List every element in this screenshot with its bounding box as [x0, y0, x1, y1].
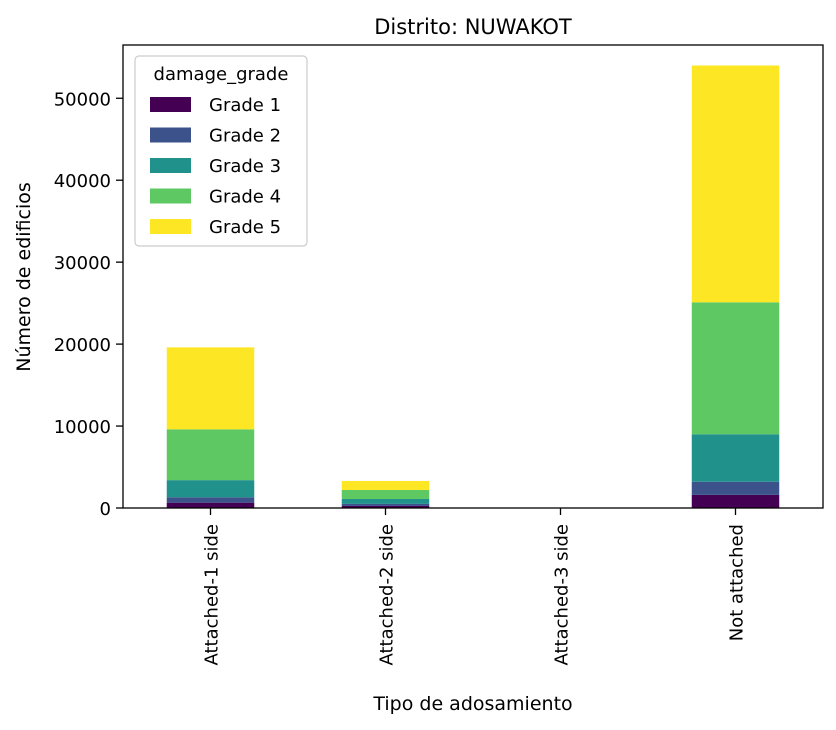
y-axis: 0 10000 20000 30000 40000 50000 [54, 89, 123, 520]
x-axis-label: Tipo de adosamiento [372, 693, 572, 715]
legend-swatch-grade-3 [150, 158, 191, 173]
legend-label-grade-5: Grade 5 [209, 217, 281, 238]
bar-not-attached-grade-1 [691, 494, 780, 508]
y-tick-label: 50000 [54, 89, 111, 110]
bar-attached-2-side-grade-2 [341, 503, 430, 506]
legend-label-grade-4: Grade 4 [209, 187, 281, 208]
legend-label-grade-3: Grade 3 [209, 156, 281, 177]
legend-label-grade-1: Grade 1 [209, 95, 281, 116]
plot-frame [122, 44, 824, 509]
bar-attached-1-side-grade-5 [166, 347, 255, 430]
y-tick-label: 20000 [54, 335, 111, 356]
legend-swatch-grade-2 [150, 127, 191, 143]
bar-not-attached-grade-5 [691, 65, 780, 303]
y-axis-label: Número de edificios [13, 182, 35, 372]
bar-attached-1-side-grade-1 [166, 502, 255, 508]
bar-attached-1-side-grade-3 [166, 480, 255, 498]
x-tick-label: Attached-2 side [377, 524, 398, 666]
legend-swatch-grade-5 [150, 219, 191, 234]
bar-attached-1-side-grade-4 [166, 429, 255, 481]
legend: damage_grade Grade 1 Grade 2 Grade 3 Grade 4… [134, 55, 308, 247]
y-tick-label: 10000 [54, 417, 111, 438]
y-tick-label: 40000 [54, 171, 111, 192]
legend-title: damage_grade [154, 64, 289, 85]
x-tick-label: Attached-3 side [552, 524, 573, 666]
bar-attached-1-side-grade-2 [166, 497, 255, 503]
chart-title: Distrito: NUWAKOT [374, 15, 572, 39]
legend-swatch-grade-1 [150, 97, 191, 112]
bar-attached-2-side-grade-3 [341, 498, 430, 504]
bar-not-attached-grade-3 [691, 434, 780, 482]
y-tick-label: 0 [100, 499, 111, 520]
x-tick-label: Attached-1 side [202, 524, 223, 666]
bar-not-attached-grade-2 [691, 481, 780, 495]
legend-swatch-grade-4 [150, 188, 191, 204]
bars-layer [166, 65, 780, 508]
bar-attached-2-side-grade-1 [341, 505, 430, 508]
legend-label-grade-2: Grade 2 [209, 126, 281, 147]
y-tick-label: 30000 [54, 253, 111, 274]
bar-attached-2-side-grade-4 [341, 489, 430, 499]
x-axis: Attached-1 side Attached-2 side Attached-3… [202, 508, 748, 666]
x-tick-label: Not attached [727, 524, 748, 641]
bar-attached-2-side-grade-5 [341, 480, 430, 490]
bar-not-attached-grade-4 [691, 302, 780, 435]
